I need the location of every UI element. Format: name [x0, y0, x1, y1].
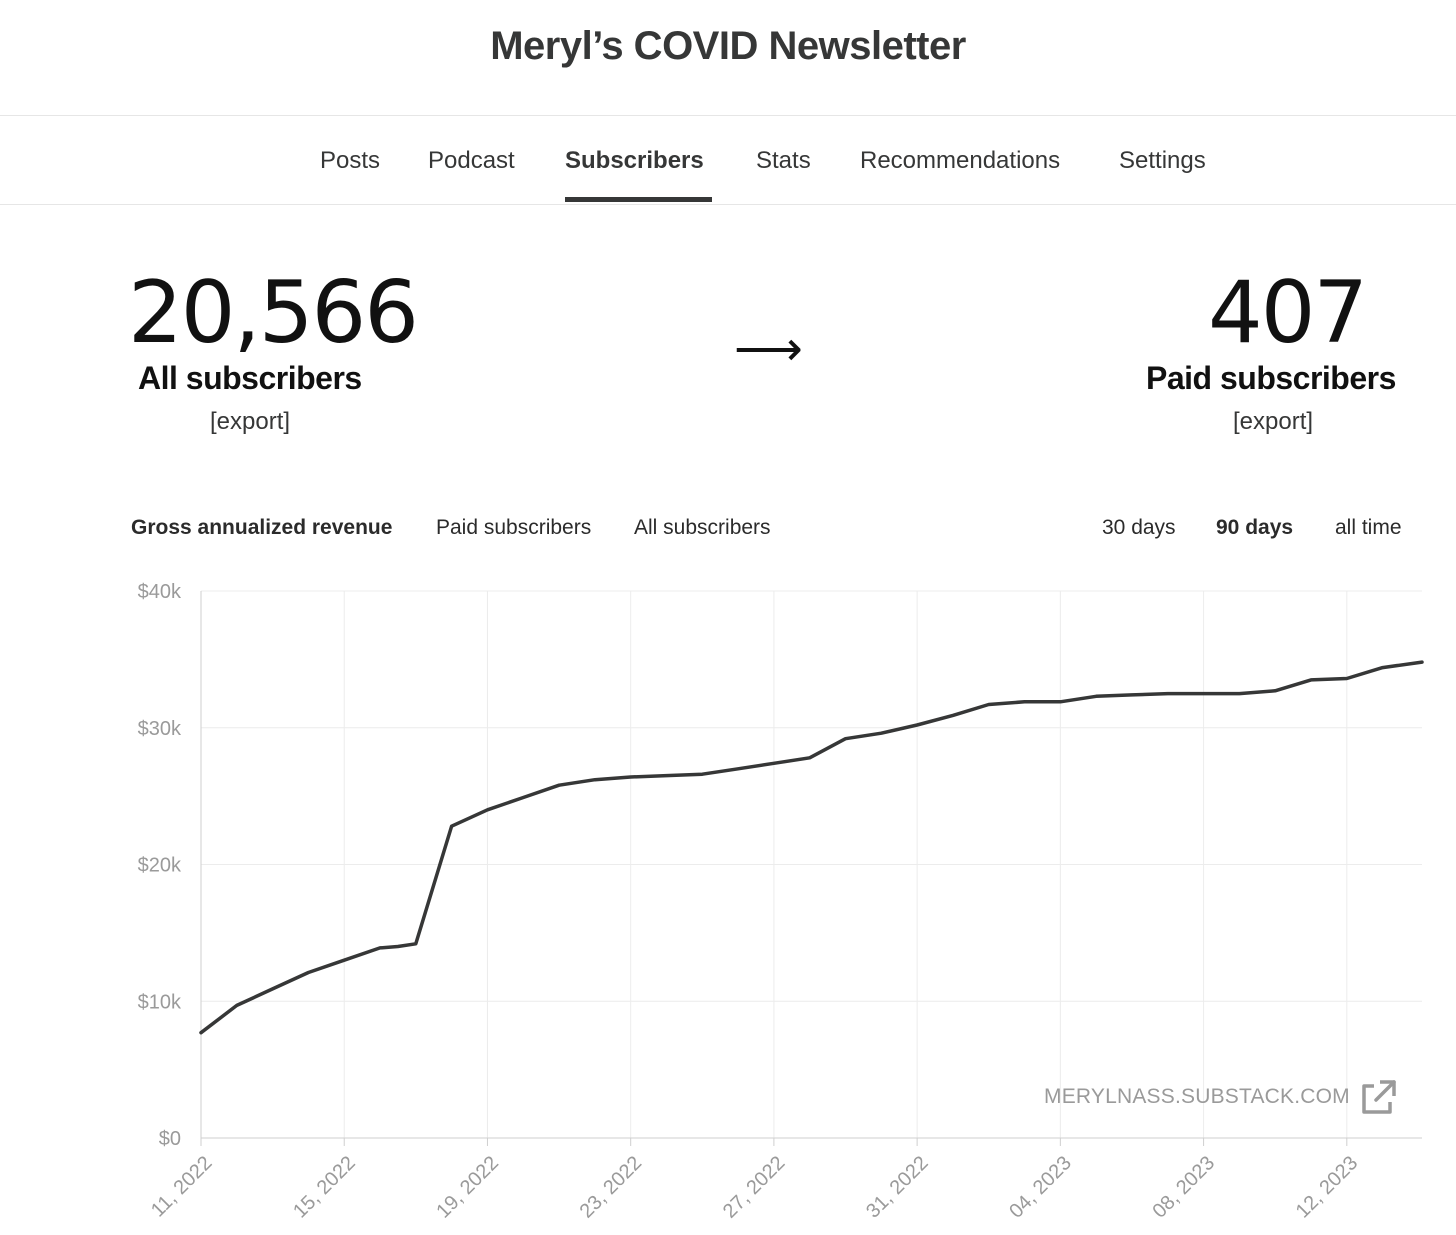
tab-posts[interactable]: Posts — [320, 147, 381, 174]
range-90-days[interactable]: 90 days — [1216, 516, 1294, 539]
x-tick-label: 04, 2023 — [1005, 1152, 1076, 1223]
chart-y-tick-labels: $0 $10k $20k $30k $40k — [138, 581, 182, 1150]
y-tick-label: $30k — [138, 718, 182, 740]
x-tick-label: 11, 2022 — [147, 1152, 217, 1222]
chart-series — [199, 660, 1424, 1035]
active-tab-indicator — [565, 197, 712, 202]
chart-y-grid — [201, 590, 1422, 1002]
tab-settings[interactable]: Settings — [1119, 147, 1206, 174]
tab-subscribers[interactable]: Subscribers — [565, 147, 704, 174]
dashboard-tabs: Posts Podcast Subscribers Stats Recommen… — [0, 117, 1456, 205]
paid-subscribers-export-link[interactable]: [export] — [1233, 408, 1314, 435]
x-tick-label: 15, 2022 — [289, 1152, 360, 1223]
x-tick-label: 27, 2022 — [719, 1152, 790, 1223]
paid-subscribers-label: Paid subscribers — [1146, 360, 1396, 396]
site-header: Meryl’s COVID Newsletter — [0, 0, 1456, 116]
external-link-icon[interactable] — [1358, 1078, 1398, 1118]
metric-all-subscribers[interactable]: All subscribers — [634, 516, 771, 539]
paid-subscribers-count: 407 — [1208, 263, 1368, 363]
range-all-time[interactable]: all time — [1335, 516, 1402, 539]
y-tick-label: $10k — [138, 991, 182, 1013]
x-tick-label: 31, 2022 — [862, 1152, 933, 1223]
x-tick-label: 19, 2022 — [432, 1152, 503, 1223]
y-tick-label: $0 — [159, 1128, 181, 1150]
metric-paid-subscribers[interactable]: Paid subscribers — [436, 516, 592, 539]
chart-x-tick-labels: 11, 2022 15, 2022 19, 2022 23, 2022 27, 2022… — [147, 1152, 1362, 1223]
right-arrow-icon: ⟶ — [734, 323, 803, 376]
y-tick-label: $20k — [138, 855, 182, 877]
y-tick-label: $40k — [138, 581, 182, 603]
tab-stats[interactable]: Stats — [756, 147, 811, 174]
publication-title: Meryl’s COVID Newsletter — [490, 24, 966, 68]
tab-recommendations[interactable]: Recommendations — [860, 147, 1061, 174]
range-30-days[interactable]: 30 days — [1102, 516, 1176, 539]
chart-axes — [200, 591, 1422, 1146]
all-subscribers-export-link[interactable]: [export] — [210, 408, 291, 435]
tab-podcast[interactable]: Podcast — [428, 147, 515, 174]
all-subscribers-count: 20,566 — [128, 263, 419, 363]
x-tick-label: 23, 2022 — [576, 1152, 647, 1223]
revenue-line — [199, 660, 1424, 1035]
metric-gross-annualized-revenue[interactable]: Gross annualized revenue — [131, 516, 393, 539]
publication-url-watermark: MERYLNASS.SUBSTACK.COM — [1044, 1085, 1350, 1108]
chart-x-grid — [343, 591, 1348, 1138]
x-tick-label: 12, 2023 — [1292, 1152, 1363, 1223]
all-subscribers-label: All subscribers — [138, 360, 362, 396]
x-tick-label: 08, 2023 — [1149, 1152, 1220, 1223]
